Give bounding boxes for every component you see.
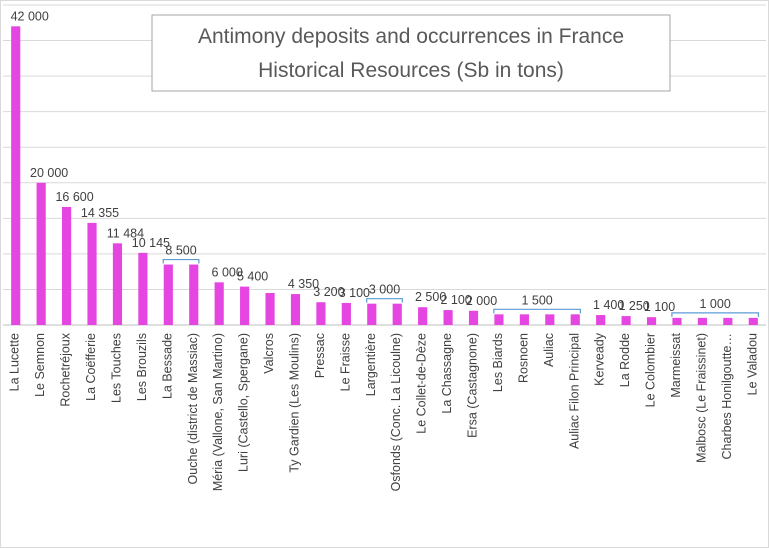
data-label: 5 400: [237, 270, 268, 284]
data-label: 14 355: [81, 206, 119, 220]
x-tick-label: Valcros: [262, 333, 276, 374]
bar: [36, 182, 46, 325]
x-tick-label: Ouche (district de Massiac): [186, 333, 200, 484]
bar: [621, 316, 631, 325]
x-tick-label: Auliac Filon Principal: [567, 333, 581, 449]
bar: [367, 303, 377, 325]
chart-title: Antimony deposits and occurrences in Fra…: [198, 25, 624, 48]
data-label: 6 000: [212, 265, 243, 279]
bar: [723, 317, 733, 325]
bar: [189, 264, 199, 325]
bar: [112, 243, 123, 325]
data-label: 1 100: [644, 300, 675, 314]
data-label: 2 000: [466, 294, 497, 308]
data-label: 42 000: [11, 9, 49, 23]
bar: [519, 314, 529, 325]
bracket: [366, 298, 403, 303]
bar: [392, 303, 402, 325]
bar: [418, 307, 428, 325]
bracket: [671, 312, 759, 317]
bar: [240, 286, 250, 325]
x-tick-label: La Rodde: [618, 333, 632, 387]
x-tick-label: Kerveady: [593, 332, 607, 386]
bar: [494, 314, 504, 325]
bar: [87, 222, 97, 325]
chart-subtitle: Historical Resources (Sb in tons): [258, 59, 564, 82]
data-label: 8 500: [165, 244, 196, 258]
x-tick-label: Ty Gardien (Les Moulins): [287, 333, 301, 473]
bar: [545, 314, 555, 325]
data-label: 1 500: [521, 293, 552, 307]
x-tick-label: Pressac: [313, 333, 327, 378]
x-tick-label: La Coëfferie: [84, 333, 98, 401]
bar: [138, 252, 148, 325]
bar: [697, 317, 707, 325]
x-tick-label: Osfonds (Conc. La Licoulne): [389, 333, 403, 491]
bar: [748, 317, 758, 325]
x-tick-label: Le Fraisse: [338, 333, 352, 391]
data-label: 4 350: [288, 277, 319, 291]
x-tick-label: Largentière: [364, 333, 378, 396]
data-label: 10 145: [132, 236, 170, 250]
x-tick-label: Rosnoen: [516, 333, 530, 383]
x-tick-label: Auliac: [542, 333, 556, 367]
bar: [468, 310, 479, 325]
x-tick-label: Le Colombier: [644, 333, 658, 407]
x-tick-label: Les Brouzils: [135, 333, 149, 401]
marks: La Lucette Le Semnon Rochetréjoux La Coëffe…: [8, 9, 760, 491]
x-tick-label: Luri (Castello, Spergane): [237, 333, 251, 472]
data-label: 1 250: [618, 299, 649, 313]
bracket: [162, 258, 200, 264]
bracket: [493, 308, 581, 314]
x-tick-label: La Chassagne: [440, 333, 454, 414]
x-tick-label: Le Collet-de-Dèze: [415, 333, 429, 434]
data-label: 1 400: [593, 298, 624, 312]
x-tick-label: Rochetréjoux: [59, 332, 73, 406]
data-label: 16 600: [55, 190, 93, 204]
bar: [570, 314, 580, 325]
bar: [672, 317, 682, 325]
x-tick-label: Malbosc (Le Fraissinet): [694, 333, 708, 463]
x-tick-label: La Lucette: [8, 333, 22, 391]
x-tick-label: Charbes Honilgoutte…: [720, 333, 734, 459]
bar: [265, 293, 275, 325]
bar: [290, 294, 301, 325]
bar: [316, 302, 326, 325]
bar: [646, 317, 657, 325]
x-tick-label: Les Biards: [491, 333, 505, 392]
bar: [596, 315, 606, 325]
bar: [341, 302, 351, 325]
bar: [62, 206, 72, 325]
x-tick-label: Les Touches: [109, 333, 123, 403]
data-label: 20 000: [30, 166, 68, 180]
data-label: 2 500: [415, 290, 446, 304]
x-tick-label: Le Valadou: [745, 333, 759, 395]
x-tick-label: Marmeissat: [669, 332, 683, 397]
bar: [214, 282, 224, 325]
data-label: 3 000: [369, 283, 400, 297]
title-box: [151, 14, 671, 92]
data-label: 11 484: [107, 226, 144, 240]
x-tick-label: Le Semnon: [33, 333, 47, 397]
bar: [11, 26, 21, 325]
data-label: 1 000: [699, 297, 730, 311]
x-tick-label: La Bessade: [160, 333, 174, 399]
data-label: 2 100: [440, 293, 471, 307]
bar: [443, 310, 453, 325]
data-label: 3 200: [313, 285, 344, 299]
x-tick-label: Ersa (Castagnone): [466, 333, 480, 438]
bar: [163, 264, 173, 325]
data-label: 3 100: [339, 286, 370, 300]
x-tick-label: Méria (Vallone, San Martino): [211, 333, 225, 491]
